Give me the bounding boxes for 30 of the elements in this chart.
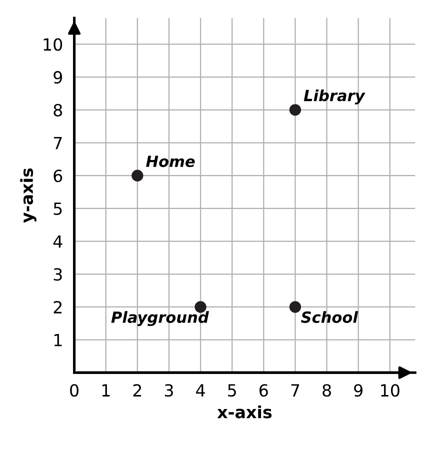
point bbox=[289, 301, 302, 313]
x-tick-label: 9 bbox=[354, 384, 362, 397]
y-tick-label: 3 bbox=[54, 268, 62, 281]
x-tick-label: 7 bbox=[291, 384, 300, 396]
y-tick-label: 2 bbox=[54, 300, 62, 314]
point bbox=[289, 104, 302, 116]
y-tick-label: 8 bbox=[54, 104, 62, 116]
x-axis-title: x-axis bbox=[217, 405, 272, 418]
x-tick-label: 4 bbox=[196, 384, 205, 396]
y-tick-label: 10 bbox=[44, 38, 62, 51]
y-axis-title: y-axis bbox=[20, 168, 36, 223]
x-tick-label: 8 bbox=[322, 384, 331, 397]
annotation: Home bbox=[146, 156, 195, 168]
annotation: Library bbox=[304, 89, 366, 104]
y-tick-label: 4 bbox=[53, 235, 62, 248]
y-tick-label: 7 bbox=[54, 136, 62, 150]
annotation: Playground bbox=[111, 311, 209, 326]
x-tick-label: 2 bbox=[133, 384, 142, 396]
point bbox=[132, 170, 144, 182]
y-tick-label: 5 bbox=[54, 202, 62, 216]
x-tick-label: 6 bbox=[260, 384, 268, 397]
x-tick-label: 0 bbox=[70, 384, 78, 397]
y-tick-label: 6 bbox=[54, 170, 62, 182]
x-tick-label: 3 bbox=[164, 384, 173, 397]
x-tick-label: 5 bbox=[228, 384, 236, 397]
x-tick-label: 10 bbox=[381, 384, 400, 397]
y-tick-label: 9 bbox=[54, 71, 62, 84]
x-tick-label: 1 bbox=[102, 384, 110, 396]
y-tick-label: 1 bbox=[54, 334, 62, 346]
annotation: School bbox=[301, 311, 358, 323]
